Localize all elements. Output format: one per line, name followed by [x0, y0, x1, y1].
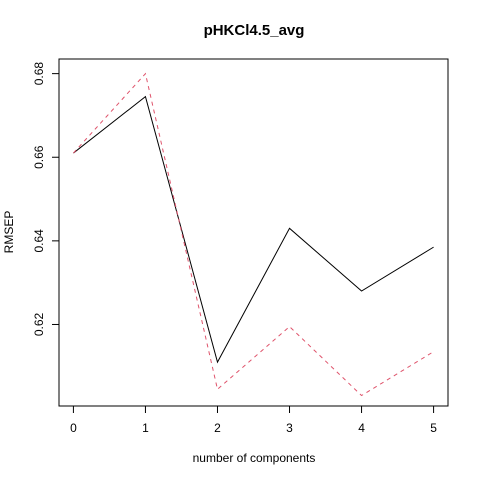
y-axis-label: RMSEP	[2, 211, 16, 254]
chart-title: pHKCl4.5_avg	[204, 22, 305, 39]
series-line-1	[73, 95, 434, 364]
plot-frame	[58, 58, 449, 407]
y-tick-label: 0.64	[32, 229, 46, 253]
y-tick-label: 0.68	[32, 62, 46, 86]
x-tick-label: 1	[142, 421, 149, 435]
x-axis: 0 1 2 3 4 5	[70, 405, 437, 435]
y-axis: 0.62 0.64 0.66 0.68	[32, 62, 60, 336]
series-line-2	[73, 72, 434, 397]
x-tick-label: 5	[430, 421, 437, 435]
y-tick-label: 0.62	[32, 312, 46, 336]
x-axis-label: number of components	[193, 451, 316, 465]
x-tick-label: 0	[70, 421, 77, 435]
x-tick-label: 2	[214, 421, 221, 435]
x-tick-label: 4	[358, 421, 365, 435]
x-tick-label: 3	[286, 421, 293, 435]
y-tick-label: 0.66	[32, 145, 46, 169]
series-layer	[73, 72, 434, 397]
